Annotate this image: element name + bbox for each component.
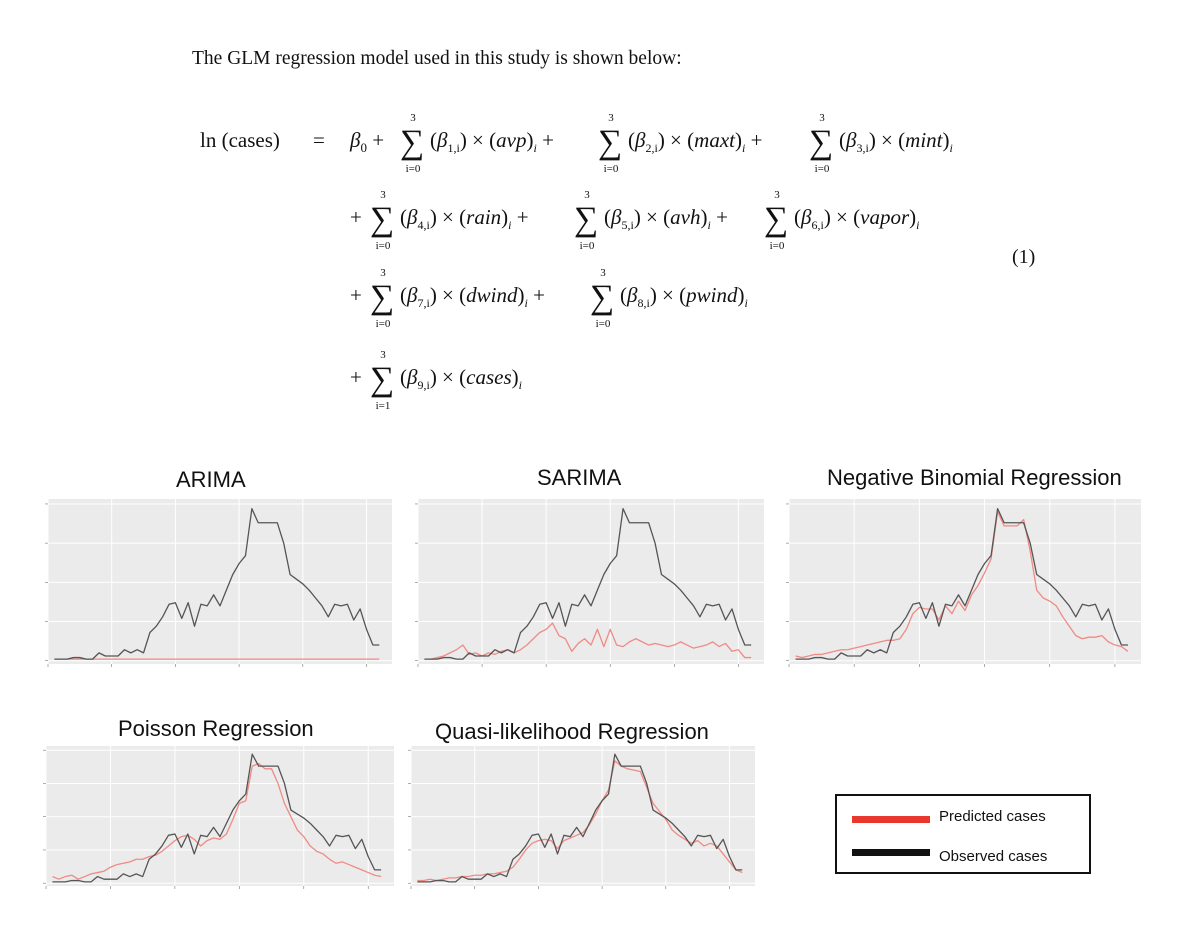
series-line-observed [424,508,752,660]
series-line-predicted [795,511,1129,659]
chart-title-quasi-likelihood: Quasi-likelihood Regression [435,719,709,744]
legend-predicted-swatch [852,816,930,823]
series-line-predicted [52,762,382,880]
legend-predicted-label: Predicted cases [939,808,1046,825]
series-line-observed [54,508,380,660]
series-line-observed [52,753,382,883]
chart-quasi-likelihood [408,746,755,889]
series-line-predicted [424,622,752,660]
legend-observed-label: Observed cases [939,848,1048,865]
series-line-observed [795,508,1128,660]
series-line-observed [417,753,743,883]
equation-number: (1) [1012,246,1036,268]
plot-panel [789,499,1141,664]
chart-arima [45,499,392,667]
chart-title-poisson: Poisson Regression [118,716,314,741]
chart-legend: Predicted cases Observed cases [835,794,1091,874]
chart-title-negative-binomial: Negative Binomial Regression [827,465,1122,490]
plot-panel [48,499,392,664]
equation-lhs: ln (cases) [200,128,280,152]
chart-title-sarima: SARIMA [537,465,622,490]
chart-title-arima: ARIMA [176,467,246,492]
chart-negative-binomial [786,499,1141,667]
equation-equals: = [313,128,325,152]
legend-observed-swatch [852,849,930,856]
intro-text: The GLM regression model used in this st… [192,48,682,69]
beta0: β0 + [350,128,385,156]
chart-poisson [43,746,394,889]
chart-sarima [415,499,764,667]
plot-panel [411,746,755,886]
plot-panel [46,746,394,886]
plot-panel [418,499,764,664]
